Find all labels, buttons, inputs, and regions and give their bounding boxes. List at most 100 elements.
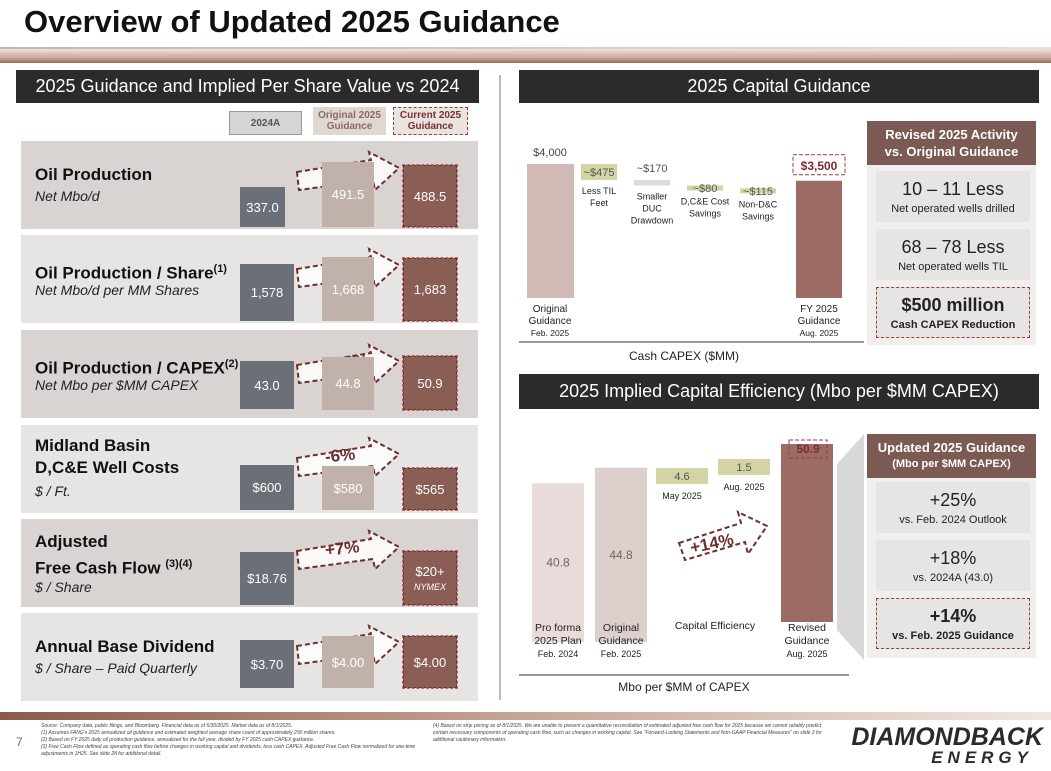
efficiency-side-card-value: +18% [929, 547, 977, 568]
page-title: Overview of Updated 2025 Guidance [24, 4, 560, 39]
guidance-row: Oil Production / Share(1) Net Mbo/d per M… [21, 235, 478, 323]
guidance-row: Midland Basin D,C&E Well Costs $ / Ft. -6%… [21, 425, 478, 513]
waterfall-bar-step [634, 179, 670, 186]
efficiency-side-card-caption: vs. 2024A (43.0) [912, 571, 994, 584]
row-title-footnote-ref: (2) [224, 358, 239, 370]
footnotes-right: (4) Based on strip pricing as of 8/1/202… [433, 723, 828, 744]
row-title-text: Oil Production / Share [35, 263, 214, 283]
efficiency-step-bar [718, 459, 770, 475]
efficiency-revised-value-box [788, 439, 828, 459]
col-header-2024: 2024A [229, 111, 302, 135]
efficiency-bar-label: Original [603, 622, 639, 634]
waterfall-value-start: $4,000 [533, 147, 567, 159]
waterfall-step-label: Savings [689, 209, 722, 219]
title-rule [0, 49, 1051, 63]
bar-current-2025: $565 [402, 467, 458, 511]
bar-2024a: 337.0 [240, 187, 285, 227]
logo-line2: ENERGY [931, 748, 1033, 767]
row-title-footnote-ref: (3)(4) [165, 558, 193, 570]
bar-2024a: $3.70 [240, 640, 294, 688]
capital-side-card-value: $500 million [901, 294, 1005, 315]
efficiency-revised-label: Aug. 2025 [786, 649, 827, 659]
efficiency-revised-label: Revised [788, 622, 826, 634]
waterfall-value-end: $3,500 [801, 159, 838, 173]
efficiency-arrow-icon [677, 510, 769, 562]
waterfall-end-label: Guidance [798, 316, 841, 327]
waterfall-step-value: ~$170 [637, 163, 668, 175]
col-header-current: Current 2025 Guidance [393, 107, 468, 135]
footnote-1: (1) Assumes FANG's 2025 annualized oil g… [41, 730, 336, 736]
efficiency-side-title: Updated 2025 Guidance (Mbo per $MM CAPEX… [867, 434, 1036, 478]
bar-current-2025: $4.00 [402, 635, 458, 689]
bar-value: 488.5 [413, 188, 447, 204]
bar-value: $600 [252, 480, 282, 495]
waterfall-step-label: Drawdown [631, 216, 674, 226]
efficiency-side-card: +25% vs. Feb. 2024 Outlook [876, 482, 1030, 533]
capital-side-card: 10 – 11 Less Net operated wells drilled [876, 171, 1030, 222]
bar-value: $20+ [415, 564, 445, 579]
efficiency-bar-label: Feb. 2024 [538, 649, 579, 659]
efficiency-side-card-value: +25% [929, 489, 977, 510]
capital-side-card-caption: Net operated wells TIL [898, 260, 1008, 273]
efficiency-x-label: Mbo per $MM of CAPEX [618, 680, 749, 694]
bar-original-2025: $580 [322, 466, 374, 510]
efficiency-revised-label: Guidance [785, 635, 830, 647]
bar-value: 50.9 [417, 375, 443, 391]
bar-original-2025: 1,668 [322, 257, 374, 321]
waterfall-bar-step [740, 188, 776, 194]
efficiency-bar-label: 2025 Plan [534, 635, 581, 647]
row-title: Oil Production / CAPEX(2) [35, 353, 238, 380]
efficiency-side-card-caption: vs. Feb. 2025 Guidance [892, 629, 1014, 642]
efficiency-bar [595, 467, 647, 642]
efficiency-side-title-l2: (Mbo per $MM CAPEX) [892, 458, 1011, 470]
footnote-4: (4) Based on strip pricing as of 8/1/202… [433, 723, 822, 743]
row-title-text: Annual Base Dividend [35, 637, 215, 656]
capital-side-title-l1: Revised 2025 Activity [885, 127, 1018, 142]
efficiency-side-title-l1: Updated 2025 Guidance [877, 440, 1026, 455]
waterfall-step-value: ~$115 [743, 186, 773, 198]
row-subtitle: Net Mbo/d per MM Shares [35, 282, 200, 298]
bar-value: $4.00 [413, 654, 447, 670]
bar-current-2025: 488.5 [402, 164, 458, 228]
bar-2024a: $600 [240, 465, 294, 510]
capital-section-header: 2025 Capital Guidance [519, 70, 1039, 103]
efficiency-bar [532, 483, 584, 642]
row-title: Midland Basin D,C&E Well Costs [35, 435, 179, 479]
page-number: 7 [16, 735, 23, 749]
bar-value: 1,578 [250, 285, 284, 300]
efficiency-bar-revised [781, 444, 833, 622]
row-title-text2: D,C&E Well Costs [35, 458, 180, 477]
section-divider [499, 75, 501, 700]
efficiency-bar-label: Guidance [599, 635, 644, 647]
row-subtitle: Net Mbo per $MM CAPEX [35, 377, 199, 393]
bar-value: $565 [415, 481, 445, 497]
row-title-text: Adjusted [35, 532, 108, 551]
row-subtitle: $ / Share – Paid Quarterly [35, 660, 197, 676]
row-subtitle: $ / Ft. [35, 483, 71, 499]
waterfall-step-label: Feet [590, 198, 609, 208]
bar-value: 43.0 [254, 377, 280, 393]
footnote-2: (2) Based on FY 2025 daily oil productio… [41, 737, 315, 743]
capital-waterfall-chart: $4,000 ~$475 Less TIL Feet ~$170 Smaller DUC Dr… [519, 147, 864, 363]
bar-value: $4.00 [331, 654, 365, 670]
bar-original-2025: 44.8 [322, 357, 374, 410]
bar-value: 1,683 [413, 282, 447, 297]
waterfall-step-label: Non-D&C [739, 199, 778, 209]
waterfall-bar-end [796, 180, 842, 298]
row-title: Annual Base Dividend [35, 636, 214, 658]
bar-2024a: $18.76 [240, 552, 294, 605]
waterfall-step-label: Savings [742, 211, 775, 221]
bar-note: NYMEX [413, 582, 446, 592]
efficiency-bar-value: 44.8 [609, 548, 633, 562]
capital-side-card-value: 68 – 78 Less [901, 236, 1005, 257]
bar-original-2025 [322, 556, 374, 606]
waterfall-bar-start [527, 164, 574, 298]
efficiency-section-header: 2025 Implied Capital Efficiency (Mbo per… [519, 374, 1039, 409]
efficiency-side-card: +18% vs. 2024A (43.0) [876, 540, 1030, 591]
footnotes-left: Source: Company data, public filings, an… [41, 723, 426, 758]
efficiency-step-label: May 2025 [662, 491, 702, 501]
row-subtitle: Net Mbo/d [35, 188, 100, 204]
waterfall-step-label: DUC [642, 204, 662, 214]
change-label: -6% [324, 444, 357, 467]
